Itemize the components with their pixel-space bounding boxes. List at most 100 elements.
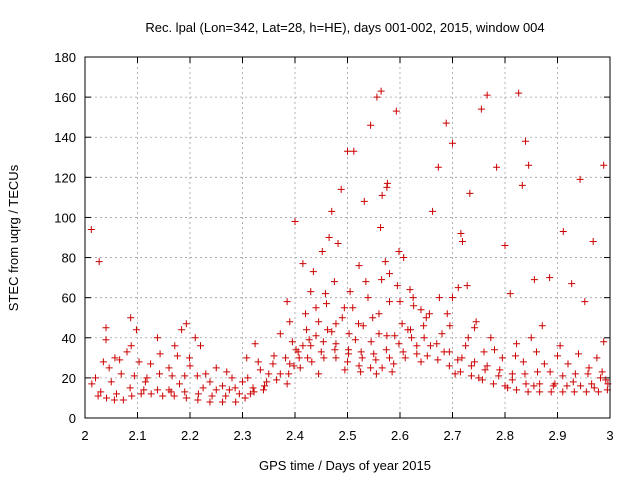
data-point: [378, 364, 386, 372]
data-point: [291, 217, 299, 225]
data-point: [357, 348, 365, 356]
y-tick-label: 60: [62, 291, 76, 306]
data-point: [263, 378, 271, 386]
data-point: [425, 310, 433, 318]
data-point: [87, 225, 95, 233]
data-point: [519, 358, 527, 366]
data-point: [498, 354, 506, 362]
y-tick-label: 80: [62, 251, 76, 266]
data-point: [202, 370, 210, 378]
data-point: [178, 326, 186, 334]
data-point: [442, 119, 450, 127]
data-point: [493, 163, 501, 171]
data-point: [261, 382, 269, 390]
data-point: [269, 360, 277, 368]
data-point: [386, 298, 393, 306]
data-point: [249, 384, 257, 392]
data-point: [381, 258, 389, 266]
x-tick-label: 2.5: [338, 428, 356, 443]
y-axis-label: STEC from uqrg / TECUs: [6, 164, 21, 311]
data-point: [575, 350, 582, 358]
data-point: [527, 334, 535, 342]
data-point: [568, 280, 576, 288]
data-point: [413, 350, 421, 358]
data-point: [508, 370, 516, 378]
data-point: [312, 304, 320, 312]
data-point: [159, 392, 167, 400]
data-point: [299, 260, 307, 268]
data-point: [434, 356, 442, 364]
data-point: [344, 358, 351, 366]
data-point: [156, 370, 164, 378]
data-point: [206, 378, 214, 386]
data-point: [569, 378, 577, 386]
data-point: [423, 352, 431, 360]
data-point: [399, 348, 407, 356]
data-point: [331, 346, 339, 354]
data-point: [417, 358, 425, 366]
data-point: [212, 364, 220, 372]
data-point: [349, 304, 357, 312]
data-point: [290, 362, 298, 370]
data-point: [422, 314, 430, 322]
y-tick-label: 140: [54, 130, 76, 145]
data-point: [564, 360, 572, 368]
data-point: [600, 161, 608, 169]
data-point: [341, 366, 349, 374]
data-point: [410, 302, 418, 310]
data-point: [260, 386, 267, 394]
data-point: [375, 330, 383, 338]
data-point: [199, 384, 207, 392]
data-point: [466, 189, 474, 197]
data-point: [472, 318, 480, 326]
data-point: [312, 332, 320, 340]
data-point: [307, 342, 315, 350]
data-point: [208, 392, 216, 400]
data-point: [556, 342, 564, 350]
data-point: [99, 358, 107, 366]
data-point: [571, 370, 579, 378]
data-point: [445, 362, 453, 370]
data-point: [231, 384, 239, 392]
data-point: [457, 229, 465, 237]
data-point: [413, 342, 421, 350]
data-point: [540, 360, 548, 368]
data-point: [483, 362, 491, 370]
data-point: [206, 398, 214, 406]
data-point: [429, 207, 437, 215]
data-point: [337, 185, 345, 193]
data-point: [123, 348, 131, 356]
data-point: [483, 91, 491, 99]
data-point: [135, 358, 143, 366]
data-point: [480, 348, 488, 356]
data-point: [357, 368, 365, 376]
data-point: [305, 336, 313, 344]
data-point: [117, 370, 125, 378]
data-point: [362, 278, 370, 286]
data-point: [501, 242, 509, 250]
data-point: [536, 388, 544, 396]
data-point: [602, 376, 610, 384]
data-point: [546, 274, 554, 282]
y-tick-label: 120: [54, 170, 76, 185]
data-point: [471, 358, 479, 366]
data-point: [475, 374, 483, 382]
data-point: [367, 121, 375, 129]
data-point: [110, 396, 118, 404]
x-tick-label: 2.6: [391, 428, 409, 443]
data-point: [481, 366, 489, 374]
data-point: [388, 368, 396, 376]
data-point: [137, 390, 145, 398]
data-point: [396, 298, 404, 306]
data-point: [577, 382, 585, 390]
data-point: [328, 207, 336, 215]
data-point: [147, 390, 155, 398]
data-point: [563, 382, 571, 390]
data-point: [409, 294, 417, 302]
data-point: [547, 388, 555, 396]
data-point: [395, 340, 403, 348]
data-point: [391, 332, 399, 340]
data-point: [128, 392, 136, 400]
